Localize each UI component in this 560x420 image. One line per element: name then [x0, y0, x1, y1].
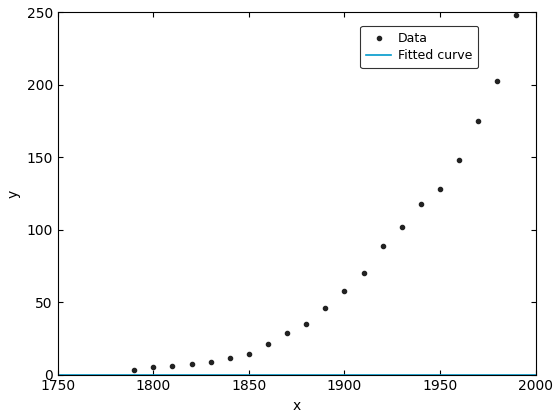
Fitted curve — [532, 372, 539, 377]
Data — [456, 158, 463, 163]
Fitted curve — [382, 372, 389, 377]
Line: Data: Data — [130, 11, 521, 375]
Fitted curve — [436, 372, 442, 377]
Data — [418, 201, 424, 206]
Data — [188, 362, 195, 367]
Data — [265, 342, 272, 347]
Data — [379, 243, 386, 248]
Data — [322, 305, 329, 310]
Y-axis label: y: y — [7, 189, 21, 198]
Legend: Data, Fitted curve: Data, Fitted curve — [360, 26, 478, 68]
X-axis label: x: x — [292, 399, 301, 413]
Data — [360, 271, 367, 276]
Fitted curve — [427, 372, 433, 377]
Fitted curve — [103, 372, 110, 377]
Data — [341, 288, 348, 293]
Data — [398, 224, 405, 229]
Fitted curve — [54, 372, 61, 377]
Fitted curve — [248, 372, 254, 377]
Data — [226, 355, 233, 360]
Data — [303, 321, 310, 326]
Data — [494, 78, 501, 83]
Data — [437, 186, 444, 192]
Data — [131, 368, 138, 373]
Data — [284, 330, 291, 335]
Data — [513, 13, 520, 18]
Fitted curve — [265, 372, 272, 377]
Data — [245, 351, 252, 356]
Data — [169, 364, 176, 369]
Data — [207, 359, 214, 364]
Data — [475, 118, 482, 123]
Data — [150, 365, 157, 370]
